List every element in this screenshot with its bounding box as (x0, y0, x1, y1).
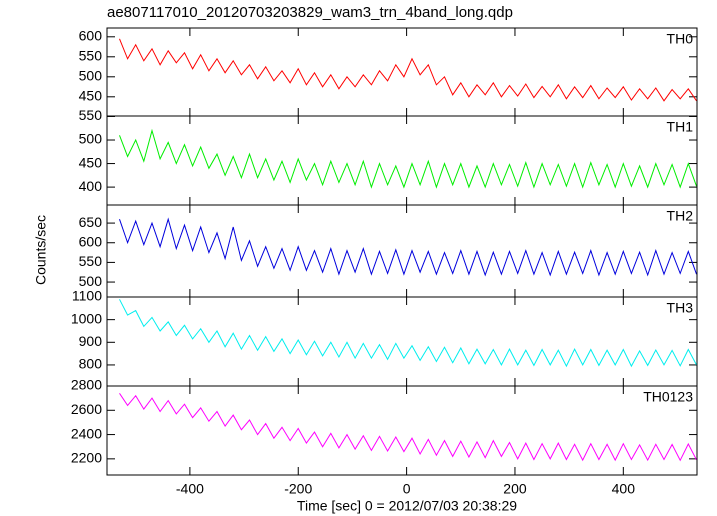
y-tick-label: 450 (79, 154, 103, 170)
panel-label: TH0123 (643, 389, 693, 405)
x-tick-label: -200 (284, 481, 312, 497)
panel-label: TH2 (667, 208, 694, 224)
y-tick-label: 550 (79, 253, 103, 269)
y-tick-label: 450 (79, 88, 103, 104)
data-line (119, 38, 697, 102)
y-tick-label: 500 (79, 131, 103, 147)
panel-frame (106, 27, 698, 117)
y-tick-label: 550 (79, 107, 103, 123)
y-tick-label: 600 (79, 233, 103, 249)
x-tick-label: 400 (612, 481, 636, 497)
panel-frame (106, 296, 698, 387)
chart-title: ae807117010_20120703203829_wam3_trn_4ban… (107, 4, 513, 21)
y-axis-label: Counts/sec (33, 215, 49, 285)
y-tick-label: 1100 (72, 288, 102, 304)
y-tick-label: 400 (79, 178, 103, 194)
x-tick-label: -400 (176, 481, 204, 497)
data-line (119, 299, 697, 368)
data-line (119, 393, 697, 462)
panel-frame (106, 204, 698, 298)
y-tick-label: 2400 (71, 425, 102, 441)
y-tick-label: 2200 (71, 450, 102, 466)
panel-label: TH0 (667, 31, 694, 47)
y-tick-label: 500 (79, 68, 103, 84)
y-tick-label: 2600 (71, 401, 102, 417)
y-tick-label: 900 (79, 333, 103, 349)
panel-frame (106, 385, 698, 476)
y-tick-label: 1000 (71, 310, 102, 326)
x-axis-label: Time [sec] 0 = 2012/07/03 20:38:29 (297, 498, 517, 514)
y-tick-label: 650 (79, 214, 103, 230)
panel-label: TH3 (667, 300, 694, 316)
panel-label: TH1 (667, 119, 694, 135)
y-tick-label: 500 (79, 273, 103, 289)
panel-frame (106, 115, 698, 206)
y-tick-label: 800 (79, 356, 103, 372)
data-line (119, 128, 697, 189)
x-tick-label: 0 (403, 481, 411, 497)
x-tick-label: 200 (503, 481, 527, 497)
data-line (119, 217, 697, 277)
y-tick-label: 550 (79, 48, 103, 64)
y-tick-label: 600 (79, 28, 103, 44)
y-tick-label: 2800 (71, 377, 102, 393)
